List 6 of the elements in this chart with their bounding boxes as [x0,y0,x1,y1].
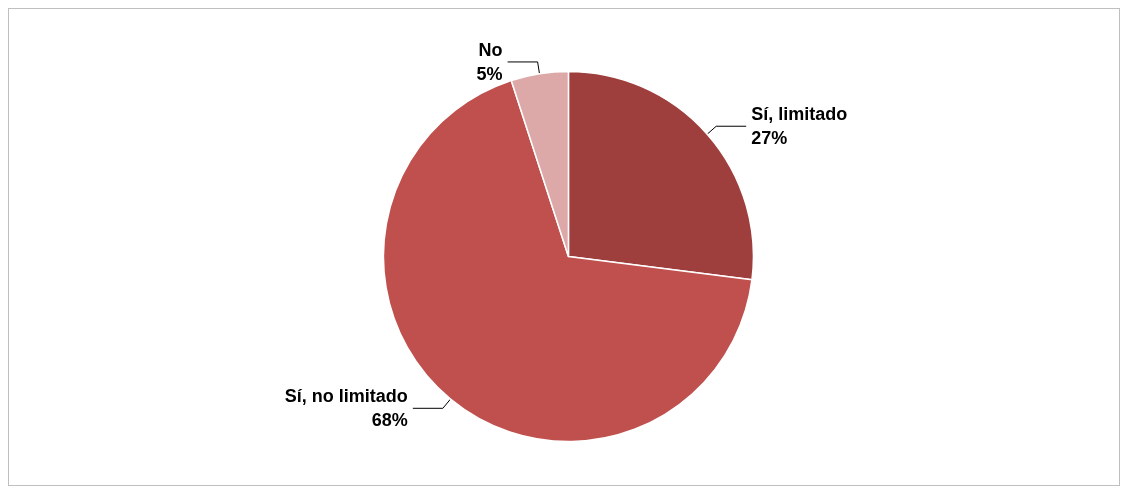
slice-label: Sí, no limitado [284,386,408,407]
data-label: 68% [371,410,408,431]
data-label: 27% [751,128,788,149]
slice-label: Sí, limitado [751,104,848,125]
data-label: 5% [476,63,503,84]
slice-label: No [478,39,503,60]
